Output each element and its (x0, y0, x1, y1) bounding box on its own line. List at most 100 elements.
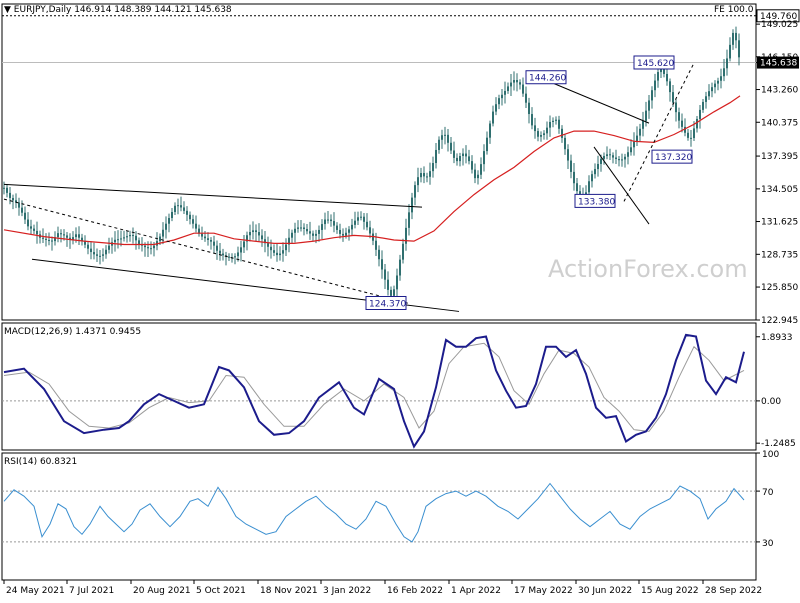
candle-body (159, 236, 161, 242)
candle-body (462, 153, 464, 157)
candle-body (75, 234, 77, 238)
candle-body (645, 110, 647, 121)
candle-body (735, 32, 737, 41)
candle-body (615, 157, 617, 160)
candle-body (705, 96, 707, 102)
candle-body (459, 156, 461, 162)
annotation-box (651, 149, 693, 164)
level-label: 149.760 (760, 12, 797, 22)
candle-body (135, 235, 137, 241)
panel-frame-2 (1, 452, 757, 581)
x-tick-label: 15 Aug 2022 (641, 586, 699, 596)
macd-header: MACD(12,26,9) 1.4371 0.9455 (4, 327, 142, 337)
candle-body (525, 93, 527, 103)
candle-body (327, 219, 329, 221)
candle-body (366, 221, 368, 228)
candle-body (240, 247, 242, 253)
candle-body (42, 237, 44, 239)
candle-body (321, 224, 323, 230)
candle-body (387, 279, 389, 290)
candle-body (228, 256, 230, 258)
candle-body (105, 249, 107, 255)
candle-body (417, 177, 419, 186)
candle-body (183, 207, 185, 211)
candle-body (444, 134, 446, 136)
candle-body (639, 128, 641, 136)
macd-tick-label: 0.00 (761, 397, 781, 407)
candle-body (651, 90, 653, 101)
candle-body (510, 82, 512, 87)
candle-body (33, 228, 35, 231)
candle-body (30, 226, 32, 229)
candle-body (138, 240, 140, 244)
candle-body (399, 259, 401, 276)
candle-body (234, 256, 236, 258)
x-tick-label: 5 Oct 2021 (196, 586, 246, 596)
candle-body (267, 243, 269, 247)
annotation-133.380: 133.380 (574, 193, 616, 208)
candle-body (312, 233, 314, 236)
price-tick-label: 140.375 (761, 118, 798, 128)
candle-body (24, 212, 26, 220)
annotation-124.370: 124.370 (365, 295, 407, 310)
price-tick-label: 125.850 (761, 283, 798, 293)
candle-body (489, 123, 491, 138)
candle-body (162, 229, 164, 237)
candle-body (573, 171, 575, 184)
candle-body (732, 32, 734, 45)
candle-body (690, 137, 692, 139)
x-tick-label: 3 Jan 2022 (323, 586, 371, 596)
candle-body (204, 236, 206, 239)
candle-body (144, 245, 146, 248)
price-tick-label: 143.260 (761, 86, 798, 96)
annotation-box (633, 55, 675, 70)
candle-body (291, 232, 293, 238)
x-tick-label: 1 Apr 2022 (451, 586, 501, 596)
rsi-line (3, 482, 745, 543)
candle-body (378, 249, 380, 260)
candle-body (78, 234, 80, 238)
candle-body (570, 160, 572, 172)
candle-body (303, 227, 305, 229)
candle-body (213, 241, 215, 246)
x-tick-label: 28 Sep 2022 (705, 586, 762, 596)
rsi-header: RSI(14) 60.8321 (4, 457, 78, 467)
candle-body (654, 80, 656, 91)
candle-body (147, 247, 149, 249)
candle-body (261, 235, 263, 240)
candle-body (252, 230, 254, 233)
candle-body (93, 252, 95, 255)
macd-line (3, 333, 745, 449)
price-tick-label: 149.025 (761, 20, 798, 30)
candle-body (519, 82, 521, 85)
candle-body (21, 207, 23, 213)
candle-body (237, 252, 239, 257)
candle-body (411, 197, 413, 213)
x-tick-label: 7 Jul 2021 (69, 586, 114, 596)
candle-body (57, 233, 59, 238)
candle-body (726, 58, 728, 69)
candle-body (450, 142, 452, 151)
candle-body (315, 233, 317, 236)
candle-body (222, 253, 224, 256)
candle-body (435, 149, 437, 164)
candle-body (249, 232, 251, 236)
candle-body (18, 202, 20, 208)
candle-body (54, 237, 56, 242)
candle-body (552, 120, 554, 122)
candle-body (621, 159, 623, 161)
annotation-box (574, 193, 616, 208)
annotation-box (525, 70, 567, 85)
candle-body (564, 137, 566, 150)
candle-body (576, 183, 578, 192)
candle-body (672, 92, 674, 103)
candle-body (666, 73, 668, 82)
collapse-triangle-icon[interactable]: ▼ (4, 5, 11, 15)
candle-body (630, 147, 632, 153)
candle-body (117, 239, 119, 241)
candle-body (396, 275, 398, 290)
candle-body (258, 232, 260, 236)
candle-body (195, 223, 197, 229)
candle-body (48, 239, 50, 241)
